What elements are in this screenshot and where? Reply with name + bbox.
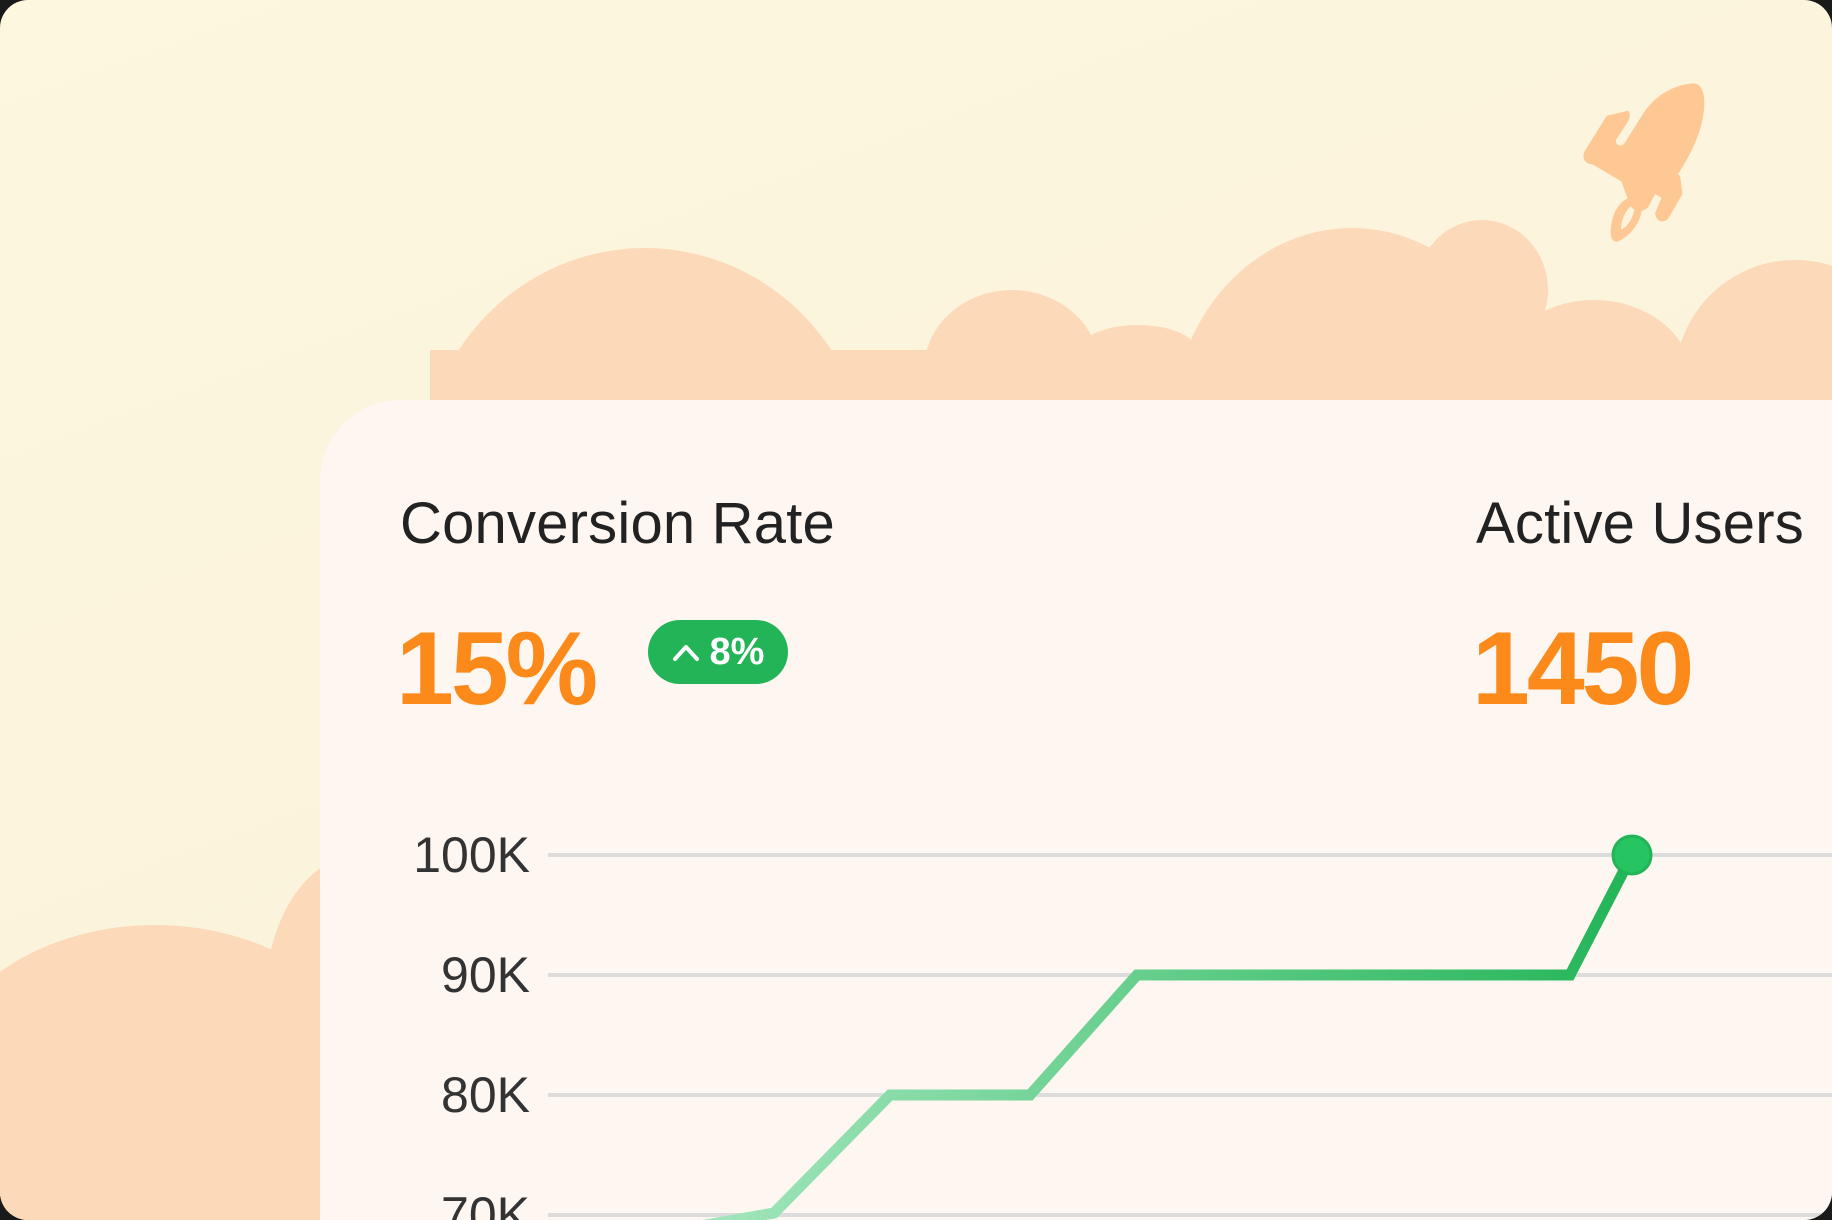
- y-tick-70k: 70K: [441, 1187, 530, 1220]
- y-tick-100k: 100K: [413, 827, 530, 883]
- change-value: 8%: [709, 630, 765, 673]
- active-users-value: 1450: [1472, 611, 1694, 727]
- rocket-icon: [1583, 83, 1705, 242]
- y-tick-80k: 80K: [441, 1067, 530, 1123]
- conversion-rate-value: 15%: [396, 611, 598, 727]
- chevron-up-icon: [672, 645, 699, 661]
- change-badge: 8%: [648, 620, 788, 684]
- active-users-label: Active Users: [1476, 491, 1804, 556]
- conversion-rate-label: Conversion Rate: [400, 491, 835, 556]
- y-tick-90k: 90K: [441, 947, 530, 1003]
